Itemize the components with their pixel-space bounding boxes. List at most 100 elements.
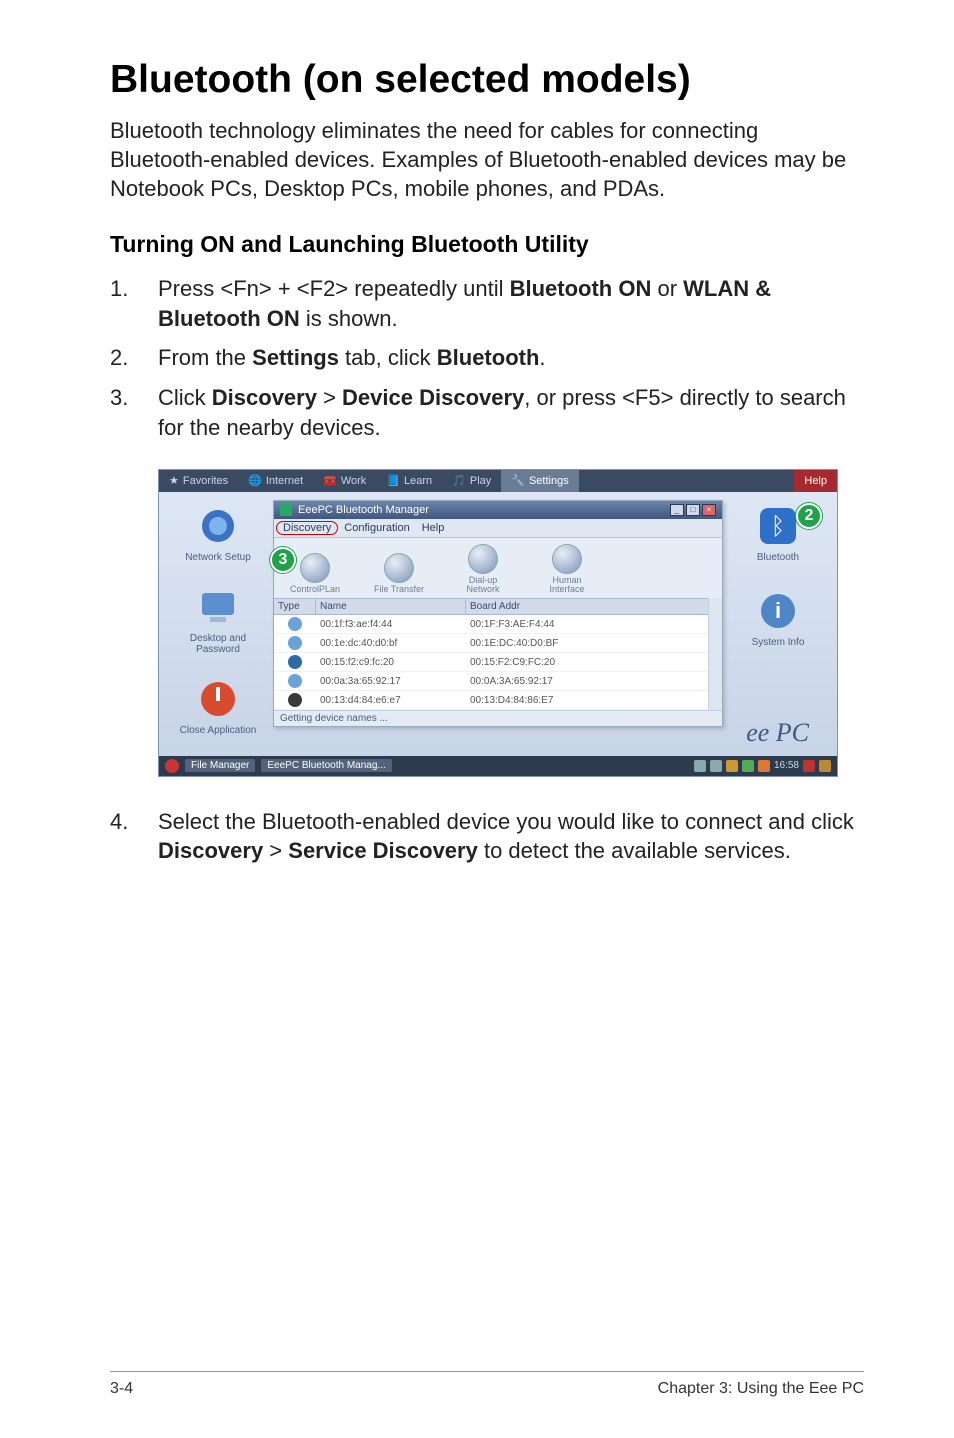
t: Select the Bluetooth-enabled device you … <box>158 809 854 834</box>
tab-learn[interactable]: 📘Learn <box>376 470 442 492</box>
table-row[interactable]: 00:13:d4:84:e6:e700:13:D4:84:86:E7 <box>274 691 708 710</box>
step-3: 3. Click Discovery > Device Discovery, o… <box>110 383 864 442</box>
tab-work[interactable]: 🧰 Work <box>313 470 376 492</box>
svg-text:i: i <box>775 598 781 623</box>
tab-settings[interactable]: 🔧 Settings <box>501 470 578 492</box>
tray-icon[interactable] <box>803 760 815 772</box>
tab-help[interactable]: Help <box>794 470 837 492</box>
t: Click <box>158 385 212 410</box>
tab-favorites[interactable]: ★ Favorites <box>159 470 238 492</box>
t: tab, click <box>339 345 437 370</box>
step-2: 2. From the Settings tab, click Bluetoot… <box>110 343 864 373</box>
tray-icon[interactable] <box>694 760 706 772</box>
t: Bluetooth ON <box>510 276 652 301</box>
t: or <box>651 276 683 301</box>
screenshot: 2 3 ★ Favorites 🌐 Internet 🧰 Work 📘Learn 🎵P… <box>158 469 838 777</box>
tray-icon[interactable] <box>710 760 722 772</box>
step-4: 4. Select the Bluetooth-enabled device y… <box>110 807 864 866</box>
callout-3: 3 <box>270 547 296 573</box>
col-addr[interactable]: Board Addr <box>466 599 708 614</box>
desktop-password-icon[interactable] <box>192 581 244 633</box>
t: Discovery <box>212 385 317 410</box>
table-row[interactable]: 00:1f:f3:ae:f4:4400:1F:F3:AE:F4:44 <box>274 615 708 634</box>
table-row[interactable]: 00:15:f2:c9:fc:2000:15:F2:C9:FC:20 <box>274 653 708 672</box>
t: is shown. <box>300 306 398 331</box>
device-type-icon <box>288 617 302 631</box>
toolbar-label: Human Interface <box>536 576 598 595</box>
intro-text: Bluetooth technology eliminates the need… <box>110 116 864 203</box>
network-setup-label: Network Setup <box>185 552 251 563</box>
tray-icon[interactable] <box>742 760 754 772</box>
work-icon: 🧰 <box>323 474 337 487</box>
t: Device Discovery <box>342 385 524 410</box>
table-row[interactable]: 00:1e:dc:40:d0:bf00:1E:DC:40:D0:BF <box>274 634 708 653</box>
tray-icon[interactable] <box>819 760 831 772</box>
step-1: 1. Press <Fn> + <F2> repeatedly until Bl… <box>110 274 864 333</box>
tabbar: ★Favorites 🌐Internet 🧰Work 📘Learn 🎵Play … <box>159 470 837 492</box>
network-setup-icon[interactable] <box>192 500 244 552</box>
toolbar-label: Dial-up Network <box>452 576 514 595</box>
device-addr: 00:0A:3A:65:92:17 <box>466 676 708 687</box>
menu-help[interactable]: Help <box>422 522 445 534</box>
bluetooth-label: Bluetooth <box>757 552 799 563</box>
t: Learn <box>404 475 432 487</box>
device-type-icon <box>288 655 302 669</box>
scrollbar[interactable] <box>708 598 722 710</box>
task-btmanager[interactable]: EeePC Bluetooth Manag... <box>261 759 391 772</box>
device-addr: 00:1F:F3:AE:F4:44 <box>466 619 708 630</box>
callout-2: 2 <box>796 503 822 529</box>
system-info-label: System Info <box>752 637 805 648</box>
star-icon: ★ <box>169 474 179 487</box>
device-name: 00:13:d4:84:e6:e7 <box>316 695 466 706</box>
t: Work <box>341 475 366 487</box>
bluetooth-icon[interactable]: ᛒ <box>752 500 804 552</box>
system-info-icon[interactable]: i <box>752 585 804 637</box>
bt-manager-window: EeePC Bluetooth Manager _ □ × Discovery … <box>273 500 723 728</box>
tab-play[interactable]: 🎵Play <box>442 470 501 492</box>
tray-icon[interactable] <box>758 760 770 772</box>
step-number: 2. <box>110 343 158 373</box>
bt-icon <box>280 504 292 516</box>
t: Internet <box>266 475 303 487</box>
step-text: From the Settings tab, click Bluetooth. <box>158 343 864 373</box>
toolbar-human-interface-icon[interactable] <box>552 544 582 574</box>
toolbar-controlplan-icon[interactable] <box>300 553 330 583</box>
tray-icon[interactable] <box>726 760 738 772</box>
tray-clock: 16:58 <box>774 760 799 771</box>
taskbar: File Manager EeePC Bluetooth Manag... 16… <box>159 756 837 776</box>
t: Settings <box>529 475 569 487</box>
toolbar-dialup-icon[interactable] <box>468 544 498 574</box>
col-name[interactable]: Name <box>316 599 466 614</box>
window-title: EeePC Bluetooth Manager <box>298 504 429 516</box>
step-number: 3. <box>110 383 158 442</box>
toolbar-label: ControlPLan <box>290 585 340 594</box>
t: Discovery <box>158 838 263 863</box>
t: Favorites <box>183 475 228 487</box>
menu-discovery[interactable]: Discovery <box>276 521 338 535</box>
device-name: 00:1e:dc:40:d0:bf <box>316 638 466 649</box>
close-button[interactable]: × <box>702 504 716 516</box>
subheading: Turning ON and Launching Bluetooth Utili… <box>110 231 864 258</box>
toolbar-filetransfer-icon[interactable] <box>384 553 414 583</box>
task-filemanager[interactable]: File Manager <box>185 759 255 772</box>
globe-icon: 🌐 <box>248 474 262 487</box>
start-icon[interactable] <box>165 759 179 773</box>
menubar: Discovery Configuration Help <box>274 519 722 538</box>
col-type[interactable]: Type <box>274 599 316 614</box>
t: > <box>317 385 342 410</box>
page-footer: 3-4 Chapter 3: Using the Eee PC <box>110 1371 864 1398</box>
device-name: 00:1f:f3:ae:f4:44 <box>316 619 466 630</box>
device-type-icon <box>288 636 302 650</box>
max-button[interactable]: □ <box>686 504 700 516</box>
menu-configuration[interactable]: Configuration <box>344 522 409 534</box>
t: Bluetooth <box>437 345 540 370</box>
t: From the <box>158 345 252 370</box>
min-button[interactable]: _ <box>670 504 684 516</box>
t: Service Discovery <box>288 838 478 863</box>
settings-icon: 🔧 <box>511 474 525 487</box>
table-row[interactable]: 00:0a:3a:65:92:1700:0A:3A:65:92:17 <box>274 672 708 691</box>
tab-internet[interactable]: 🌐 Internet <box>238 470 313 492</box>
t: Play <box>470 475 491 487</box>
close-app-icon[interactable] <box>192 673 244 725</box>
device-name: 00:15:f2:c9:fc:20 <box>316 657 466 668</box>
